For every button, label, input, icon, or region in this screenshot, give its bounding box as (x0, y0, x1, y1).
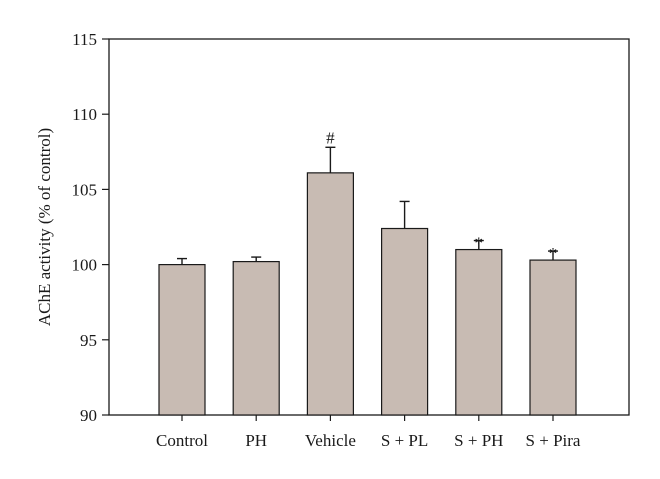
significance-marker: * (549, 244, 558, 263)
y-tick-label: 115 (72, 30, 97, 49)
bar-control (158, 264, 206, 416)
significance-marker: * (475, 234, 484, 253)
y-tick-label: 95 (80, 331, 97, 350)
bar-s-pira (529, 259, 577, 416)
bars: # * * (158, 128, 577, 416)
bar-vehicle (306, 172, 354, 416)
x-tick-label: PH (245, 431, 267, 450)
x-tick-label: S + Pira (526, 431, 581, 450)
bar-s-pl (381, 227, 429, 416)
bar-s-ph (455, 248, 503, 416)
y-tick-label: 110 (72, 105, 97, 124)
y-tick-label: 105 (72, 180, 98, 199)
x-tick-label: S + PL (381, 431, 428, 450)
x-axis: Control PH Vehicle S + PL S + PH S + Pira (156, 415, 581, 450)
y-axis: 90 95 100 105 110 115 (72, 30, 109, 425)
significance-marker: # (326, 128, 335, 147)
plot-frame (108, 38, 630, 416)
bar-ph (232, 260, 280, 416)
y-axis-label: AChE activity (% of control) (35, 128, 54, 326)
x-tick-label: Vehicle (305, 431, 356, 450)
y-tick-label: 90 (80, 406, 97, 425)
plot-area (108, 38, 630, 416)
y-tick-label: 100 (72, 256, 98, 275)
x-tick-label: Control (156, 431, 208, 450)
x-tick-label: S + PH (454, 431, 503, 450)
